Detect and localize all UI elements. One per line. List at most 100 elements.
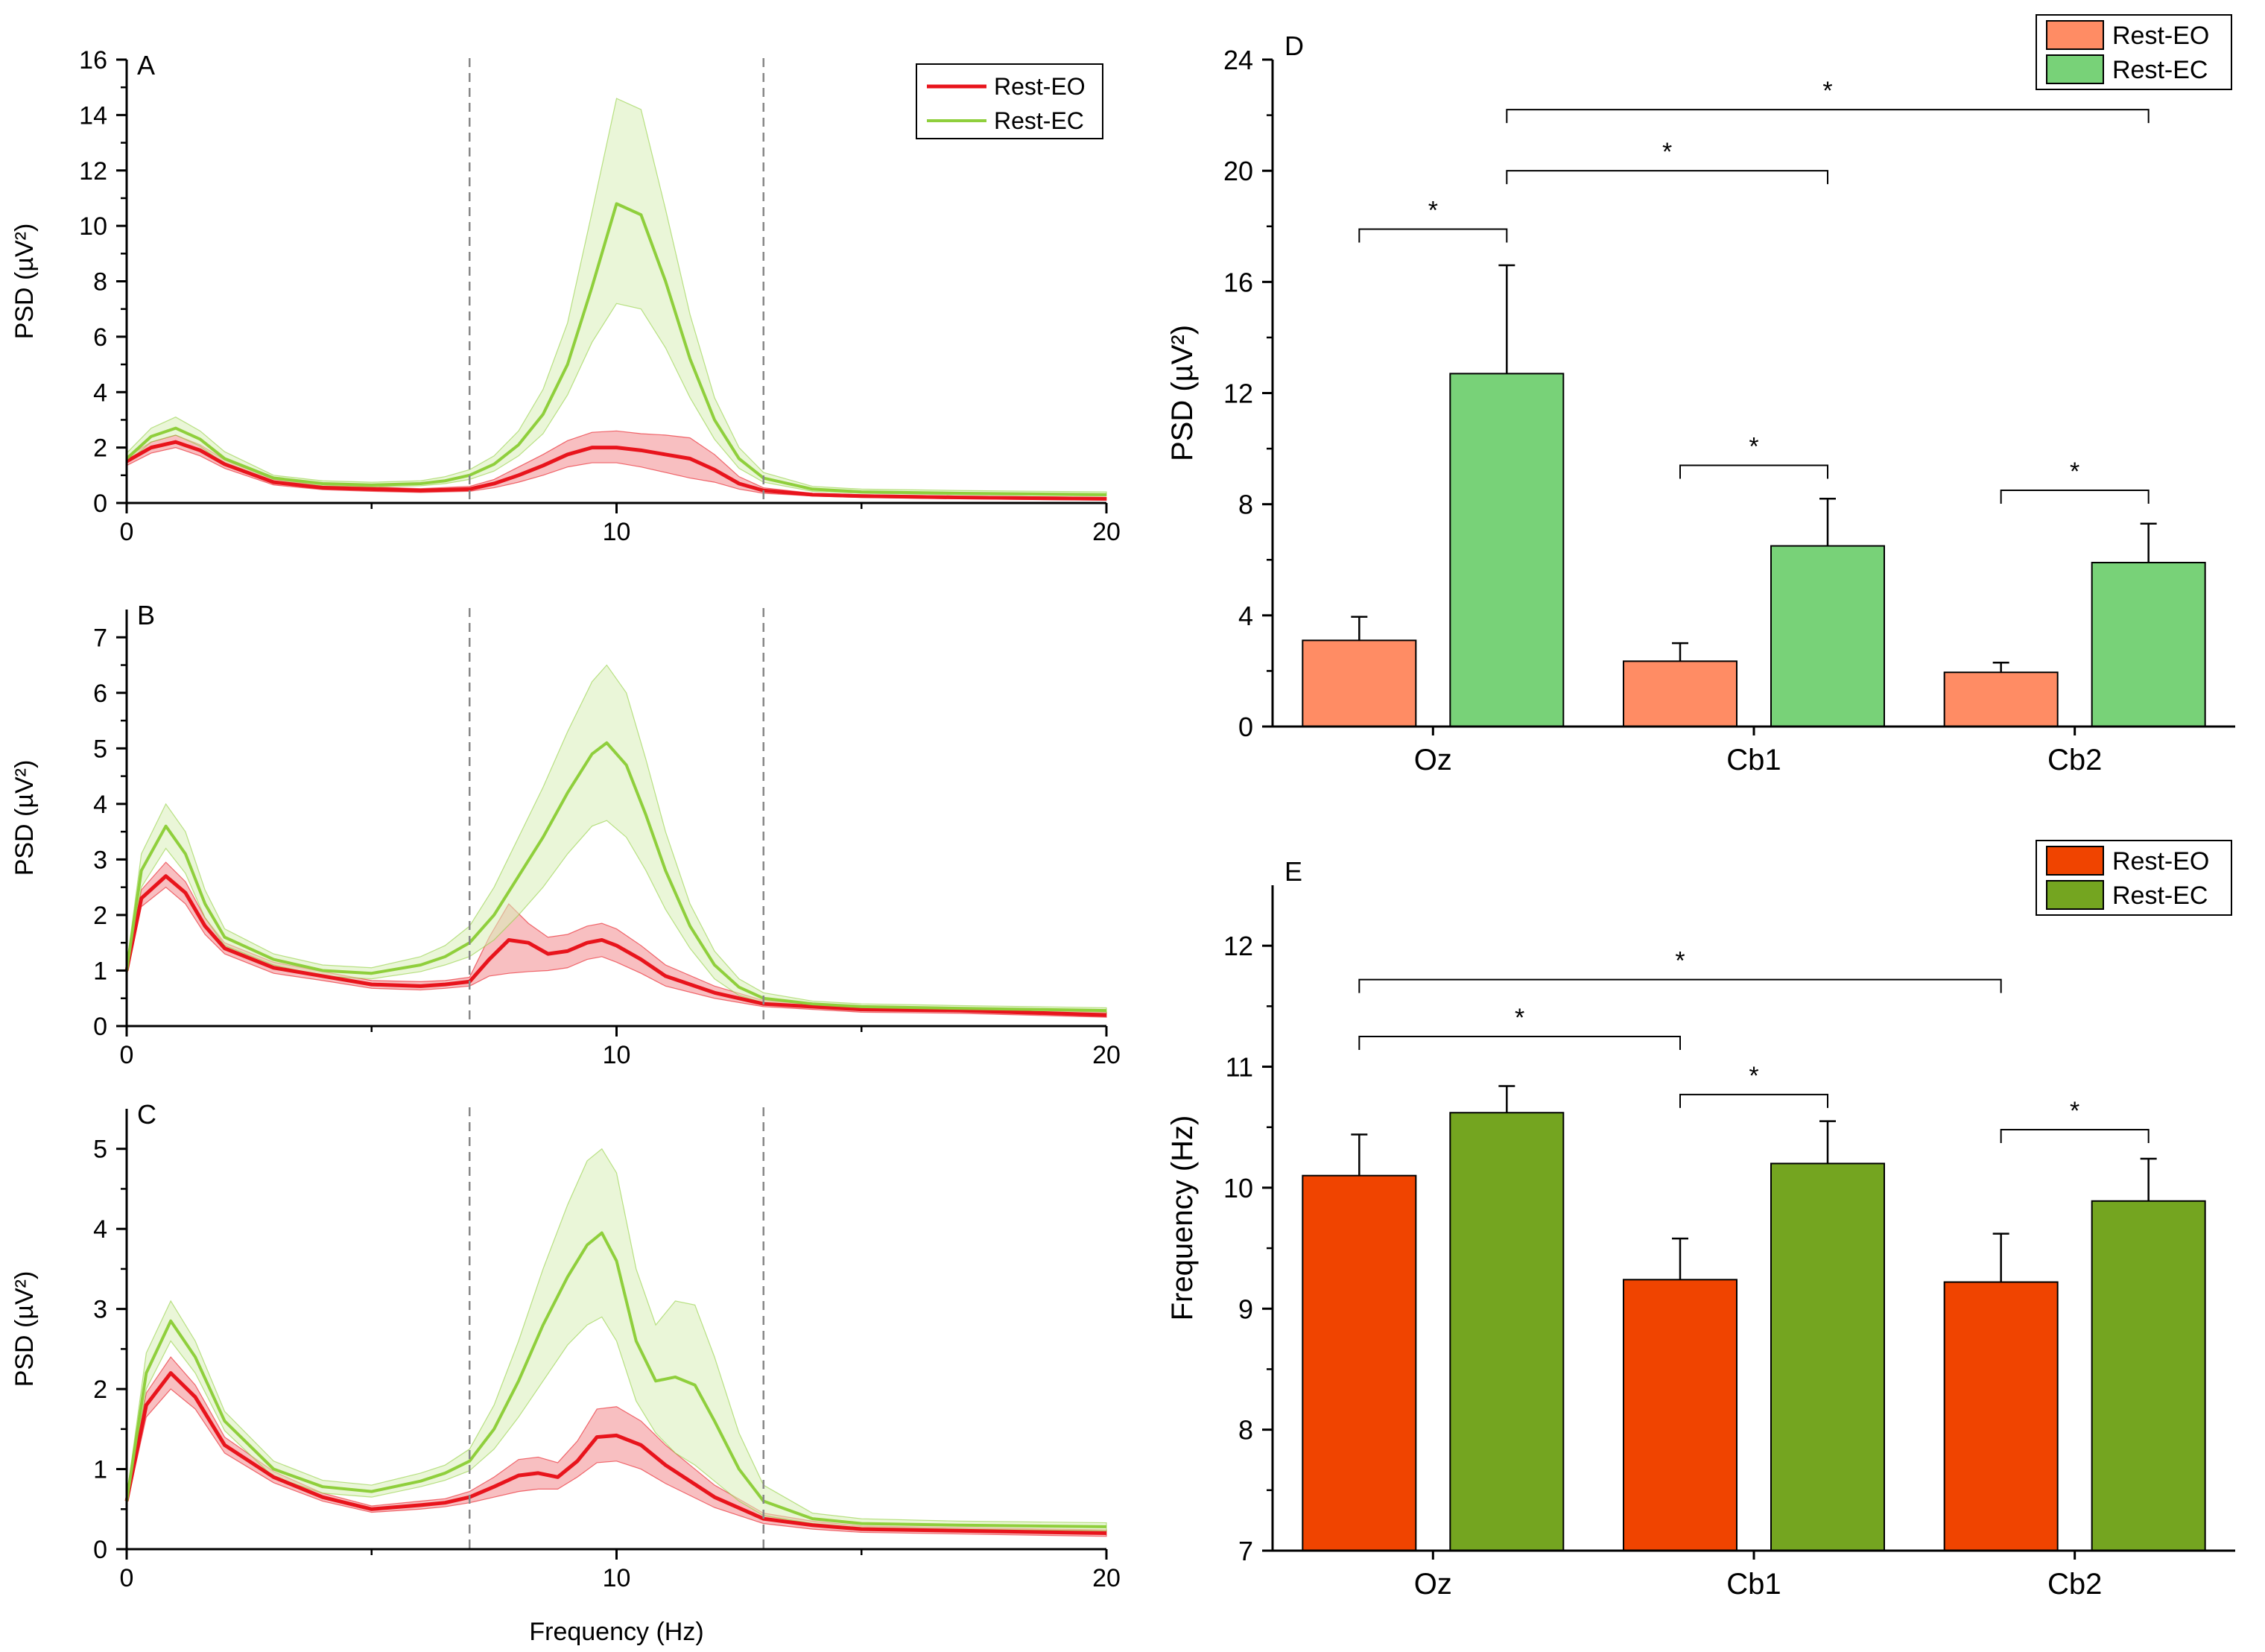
panel-d-significance-star: * [1428,196,1438,224]
panel-a-chart: 0 2 4 6 8 10 12 14 16 0 10 20 A PSD (µV²) Rest-EO Rest-… [10,46,1121,546]
panel-c-line-rest-eo [124,1371,1107,1536]
panel-e-legend-entry: Rest-EC [2112,882,2208,910]
panel-c-x-tick-label: 10 [603,1564,631,1592]
panel-e-category-label: Cb2 [2047,1568,2102,1601]
panel-a-legend-box [916,63,1103,139]
panel-e-significance-star: * [1515,1004,1524,1032]
panel-b-band-rest-eo [126,861,1107,1018]
panel-d-legend-swatch-rest-eo [2046,20,2104,50]
panel-b-chart: 0 1 2 3 4 5 6 7 0 10 20 B PSD (µV²) [10,600,1121,1069]
panel-e-legend-swatch-rest-ec [2046,880,2104,910]
panel-e-significance-bracket [1679,1093,1828,1108]
panel-c-y-tick-label: 1 [93,1456,107,1484]
panel-c-y-tick-label: 2 [93,1376,107,1404]
panel-d-y-tick-label: 0 [1238,712,1253,742]
panel-d-significance-star: * [2070,458,2079,486]
panel-b-line-rest-ec [125,741,1107,1013]
panel-a-x-tick-label: 10 [603,518,631,546]
panel-e-significance-bracket [1358,1035,1681,1050]
panel-b-label: B [137,600,155,630]
panel-d-y-tick-label: 12 [1223,379,1253,409]
panel-e-bar-cb2-rest-eo [1943,1281,2059,1551]
panel-e-bar-cb1-rest-eo [1623,1279,1737,1551]
panel-c-x-tick-label: 20 [1092,1564,1121,1592]
panel-a-band-rest-eo [126,430,1107,501]
panel-d-category-label: Cb1 [1726,744,1781,776]
panel-e-y-axis-label: Frequency (Hz) [1166,1115,1199,1321]
panel-a-y-tick-label: 16 [79,46,107,75]
panel-c-band-rest-eo [126,1356,1107,1537]
panel-b-y-tick-label: 7 [93,624,107,652]
panel-a-y-tick-label: 12 [79,157,107,186]
panel-e-significance-star: * [1675,947,1685,975]
panel-a-y-tick-label: 2 [93,434,107,463]
panel-b-y-tick-label: 2 [93,902,107,930]
panel-c-label: C [137,1099,156,1130]
panel-b-y-tick-label: 1 [93,957,107,985]
panel-d-significance-star: * [1749,432,1758,461]
panel-d-significance-bracket [2000,490,2150,504]
panel-d-y-tick-label: 8 [1238,490,1253,520]
panel-d-significance-bracket [1506,170,1828,185]
panel-d-y-tick-label: 20 [1223,156,1253,186]
panel-d-significance-bracket [1506,109,2150,124]
panel-e-category-label: Cb1 [1726,1568,1781,1601]
panel-a-y-axis-label: PSD (µV²) [10,224,39,340]
panel-b-y-tick-label: 0 [93,1013,107,1041]
panel-e-significance-star: * [2070,1097,2079,1125]
panel-d-bar-cb2-rest-eo [1943,671,2059,727]
panel-e-y-tick-label: 10 [1223,1173,1253,1203]
panel-e-chart: * * * * 7 8 9 10 11 12 Oz Cb1 Cb2 E Frequency (Hz) Rest… [1166,840,2235,1601]
panel-e-legend-entry: Rest-EO [2112,847,2209,876]
panel-b-y-tick-label: 4 [93,791,107,819]
panel-e-significance-star: * [1749,1062,1758,1090]
panel-a-x-tick-label: 20 [1092,518,1121,546]
panel-b-y-tick-label: 3 [93,846,107,874]
panel-e-category-label: Oz [1414,1568,1452,1601]
panel-e-y-tick-label: 9 [1238,1294,1253,1324]
panel-e-label: E [1284,856,1302,887]
panel-d-label: D [1284,31,1304,61]
panel-e-bar-oz-rest-eo [1302,1174,1417,1551]
panel-d-significance-star: * [1822,77,1832,105]
panel-e-bar-cb2-rest-ec [2091,1200,2206,1551]
panel-d-bar-oz-rest-eo [1302,639,1417,727]
panel-c-line-rest-ec [125,1231,1107,1528]
panel-d-y-axis-label: PSD (µV²) [1166,325,1199,461]
panel-d-significance-star: * [1662,138,1672,166]
panel-d-bar-cb1-rest-ec [1770,545,1885,728]
panel-a-band-rest-ec [126,98,1107,497]
panel-e-bar-cb1-rest-ec [1770,1162,1885,1552]
panel-e-significance-bracket [1358,978,2002,993]
panel-a-legend-entry: Rest-EC [994,107,1084,134]
panel-d-bar-cb2-rest-ec [2091,561,2206,728]
panel-b-line-rest-eo [124,874,1107,1017]
panel-d-category-label: Oz [1414,744,1452,776]
panel-a-y-tick-label: 0 [93,490,107,518]
panel-a-label: A [137,50,155,80]
panel-a-y-tick-label: 14 [79,101,107,130]
panel-c-chart: 0 1 2 3 4 5 0 10 20 C PSD (µV²) Frequency (Hz) [10,1099,1121,1646]
panel-d-y-tick-label: 24 [1223,45,1253,75]
panel-e-y-tick-label: 11 [1226,1052,1253,1083]
panel-e-y-tick-label: 12 [1223,931,1253,961]
panel-a-y-tick-label: 6 [93,323,107,352]
panel-b-x-tick-label: 20 [1092,1041,1121,1069]
panel-d-y-tick-label: 16 [1223,267,1253,297]
panel-c-x-tick-label: 0 [120,1564,134,1592]
panel-d-y-tick-label: 4 [1238,601,1253,631]
panel-d-significance-bracket [1358,228,1508,243]
panel-d-legend-swatch-rest-ec [2046,54,2104,84]
panel-d-bar-oz-rest-ec [1449,373,1565,727]
panel-b-x-tick-label: 0 [120,1041,134,1069]
panel-c-y-tick-label: 3 [93,1296,107,1324]
panel-d-legend-entry: Rest-EO [2112,22,2209,50]
panel-d-bar-cb1-rest-eo [1623,660,1737,727]
panel-c-y-tick-label: 5 [93,1136,107,1164]
panel-d-significance-bracket [1679,464,1828,479]
panel-c-y-tick-label: 0 [93,1536,107,1564]
panel-c-x-axis-label: Frequency (Hz) [529,1618,703,1646]
panel-a-line-rest-ec [125,202,1107,496]
